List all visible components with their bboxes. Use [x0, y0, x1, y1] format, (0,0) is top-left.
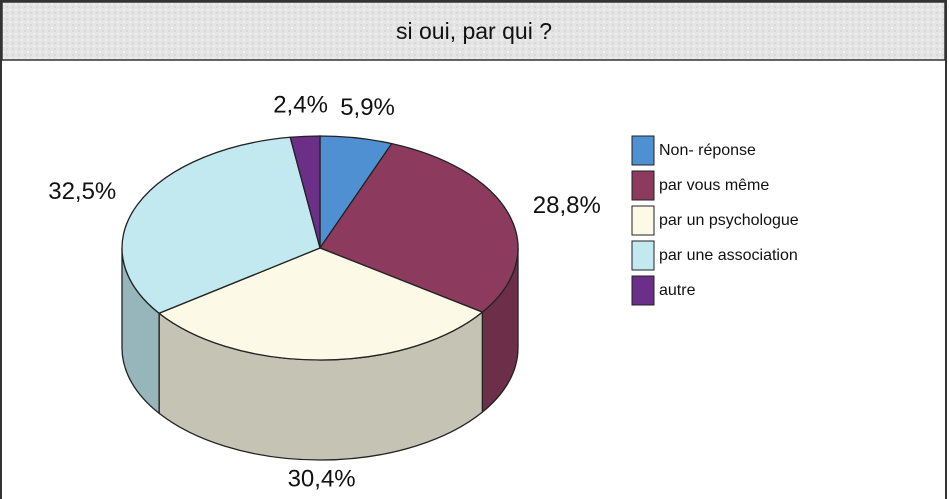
data-label: 28,8%: [533, 192, 601, 219]
legend-label: par vous même: [659, 177, 769, 194]
legend-swatch: [631, 275, 655, 306]
data-label: 32,5%: [48, 178, 116, 205]
legend: Non- réponse par vous même par un psycholo…: [631, 135, 799, 306]
legend-swatch: [631, 240, 655, 271]
slice: [157, 247, 484, 361]
title-bar: [1, 1, 946, 61]
legend-swatch: [631, 135, 655, 166]
legend-label: par un psychologue: [659, 212, 799, 229]
data-label: 5,9%: [340, 94, 395, 121]
chart-title: si oui, par qui ?: [396, 18, 552, 44]
legend-label: Non- réponse: [659, 142, 756, 159]
slice: [289, 135, 321, 249]
slice: [121, 136, 321, 315]
pie: 5,9% 28,8% 30,4% 32,5% 2,4%: [48, 92, 601, 493]
legend-swatch: [631, 170, 655, 201]
slice: [319, 142, 519, 313]
data-label: 2,4%: [273, 92, 328, 119]
legend-label: par une association: [659, 247, 798, 264]
legend-label: autre: [659, 282, 696, 299]
legend-swatch: [631, 205, 655, 236]
data-label: 30,4%: [288, 465, 356, 492]
